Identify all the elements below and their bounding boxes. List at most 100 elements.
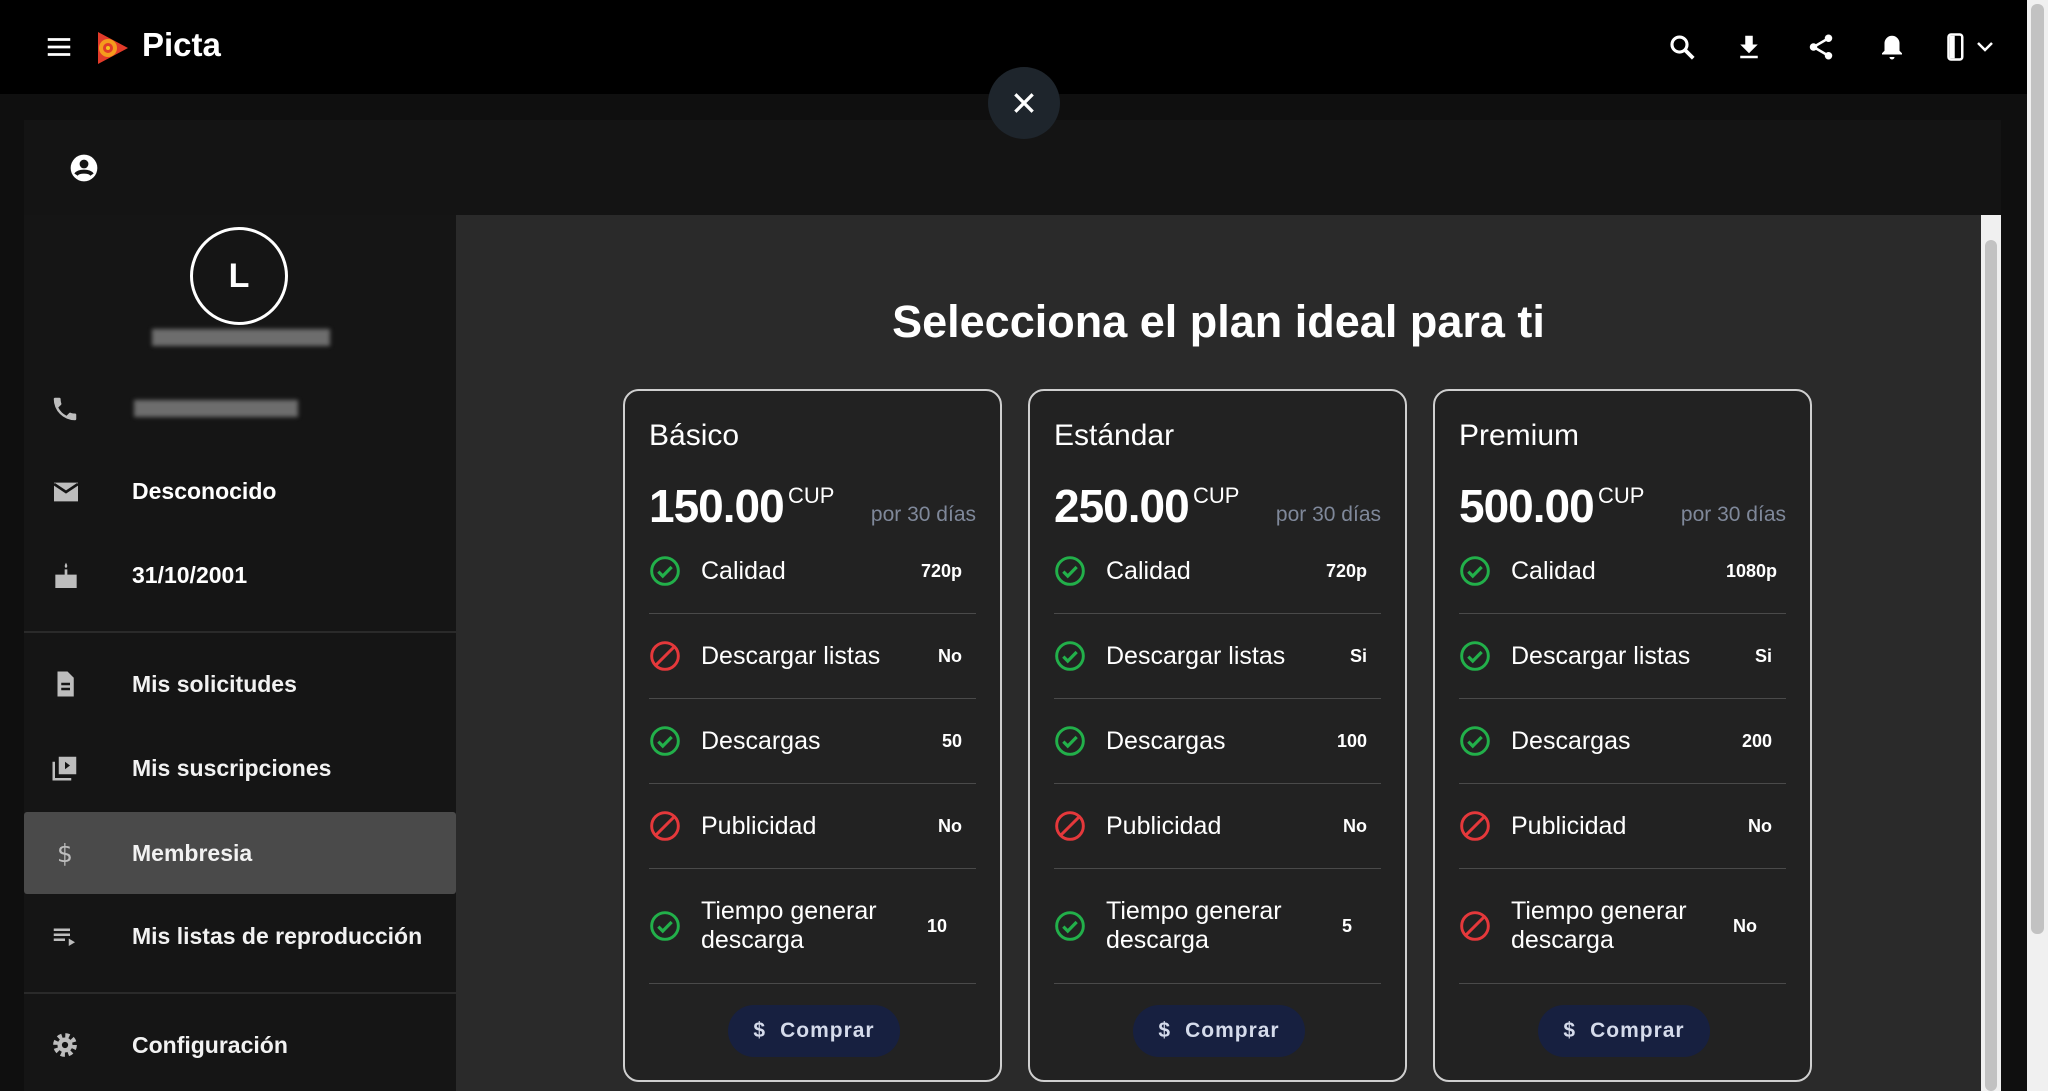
birthday-value: 31/10/2001 bbox=[132, 562, 248, 588]
feature-value: No bbox=[938, 815, 962, 836]
page-scrollbar-thumb[interactable] bbox=[2031, 4, 2044, 934]
feature-label: Tiempo generar descarga bbox=[1106, 897, 1282, 954]
feature-label: Tiempo generar descarga bbox=[1511, 897, 1687, 954]
redacted-phone bbox=[134, 400, 298, 417]
phone-icon bbox=[53, 397, 77, 421]
plan-price: 500.00 bbox=[1459, 480, 1595, 532]
feature-label: Descargar listas bbox=[701, 641, 881, 670]
search-icon[interactable] bbox=[1667, 32, 1697, 62]
close-button[interactable] bbox=[988, 67, 1060, 139]
feature-row: Tiempo generar descarga No bbox=[1459, 869, 1786, 984]
chevron-down-icon[interactable] bbox=[1976, 40, 1994, 54]
feature-label: Calidad bbox=[1511, 556, 1596, 585]
dollar-icon: $ bbox=[1158, 1019, 1172, 1042]
buy-label: Comprar bbox=[1590, 1019, 1685, 1042]
sidebar-item-label: Mis listas de reproducción bbox=[132, 922, 423, 949]
svg-text:$: $ bbox=[57, 839, 73, 868]
sidebar-item-label: Mis suscripciones bbox=[132, 754, 332, 781]
picta-logo-icon[interactable] bbox=[94, 30, 130, 66]
gear-icon bbox=[53, 1033, 77, 1057]
feature-row: Descargar listas Si bbox=[1459, 614, 1786, 699]
plan-currency: CUP bbox=[1193, 483, 1240, 508]
ban-icon bbox=[1055, 811, 1085, 841]
check-circle-icon bbox=[1055, 726, 1085, 756]
plan-period: por 30 días bbox=[870, 503, 976, 526]
ban-icon bbox=[1460, 911, 1490, 941]
feature-label: Calidad bbox=[1106, 556, 1191, 585]
sidebar-item-membresia[interactable]: $ Membresia bbox=[24, 812, 456, 894]
feature-row: Calidad 720p bbox=[649, 529, 976, 614]
panel-scrollbar-thumb[interactable] bbox=[1985, 240, 1997, 1091]
feature-value: Si bbox=[1754, 645, 1772, 666]
plan-name: Premium bbox=[1459, 419, 1580, 452]
sidebar-item-mis-solicitudes[interactable]: Mis solicitudes bbox=[24, 643, 456, 725]
device-icon[interactable] bbox=[1941, 32, 1971, 62]
feature-value: 100 bbox=[1336, 730, 1367, 751]
plan-card: Premium 500.00 CUP por 30 días Calidad 1080p D… bbox=[1433, 389, 1812, 1082]
buy-button[interactable]: $ Comprar bbox=[1538, 1005, 1710, 1057]
ban-icon bbox=[650, 811, 680, 841]
email-icon bbox=[53, 482, 79, 502]
feature-label: Publicidad bbox=[1511, 811, 1627, 840]
feature-label: Descargar listas bbox=[1106, 641, 1286, 670]
feature-row: Descargas 50 bbox=[649, 699, 976, 784]
feature-row: Publicidad No bbox=[1459, 784, 1786, 869]
page-title: Selecciona el plan ideal para ti bbox=[892, 296, 1545, 347]
sidebar-item-label: Mis solicitudes bbox=[132, 670, 297, 697]
buy-button[interactable]: $ Comprar bbox=[728, 1005, 900, 1057]
feature-label: Descargas bbox=[701, 726, 821, 755]
plan-period: por 30 días bbox=[1275, 503, 1381, 526]
plan-currency: CUP bbox=[1598, 483, 1645, 508]
feature-value: 50 bbox=[941, 730, 962, 751]
feature-label: Descargas bbox=[1511, 726, 1631, 755]
buy-button[interactable]: $ Comprar bbox=[1133, 1005, 1305, 1057]
email-value: Desconocido bbox=[132, 478, 277, 504]
feature-label: Descargar listas bbox=[1511, 641, 1691, 670]
plan-period: por 30 días bbox=[1680, 503, 1786, 526]
check-circle-icon bbox=[1055, 911, 1085, 941]
sidebar-item-label: Membresia bbox=[132, 839, 253, 866]
dollar-icon: $ bbox=[753, 1019, 767, 1042]
subscriptions-icon bbox=[52, 756, 77, 781]
download-icon[interactable] bbox=[1734, 32, 1764, 62]
plan-name: Estándar bbox=[1054, 419, 1175, 452]
share-icon[interactable] bbox=[1806, 32, 1836, 62]
sidebar-item-configuracion[interactable]: Configuración bbox=[24, 1004, 456, 1086]
profile-sidebar bbox=[24, 215, 456, 1091]
bell-icon[interactable] bbox=[1877, 32, 1907, 62]
feature-row: Publicidad No bbox=[1054, 784, 1381, 869]
check-circle-icon bbox=[1055, 641, 1085, 671]
playlist-icon bbox=[53, 928, 75, 946]
feature-value: No bbox=[1748, 815, 1772, 836]
close-icon bbox=[1014, 93, 1034, 113]
feature-row: Tiempo generar descarga 5 bbox=[1054, 869, 1381, 984]
avatar: L bbox=[190, 227, 288, 325]
ban-icon bbox=[1460, 811, 1490, 841]
buy-label: Comprar bbox=[1185, 1019, 1280, 1042]
plan-card: Básico 150.00 CUP por 30 días Calidad 720p Des… bbox=[623, 389, 1002, 1082]
plan-price: 150.00 bbox=[649, 480, 785, 532]
check-circle-icon bbox=[1055, 556, 1085, 586]
feature-row: Calidad 1080p bbox=[1459, 529, 1786, 614]
feature-label: Calidad bbox=[701, 556, 786, 585]
sidebar-item-label: Configuración bbox=[132, 1031, 288, 1058]
account-circle-icon bbox=[70, 154, 98, 182]
plan-name: Básico bbox=[649, 419, 740, 452]
redacted-username bbox=[152, 329, 330, 346]
cake-icon bbox=[55, 562, 77, 588]
feature-value: Si bbox=[1349, 645, 1367, 666]
feature-row: Descargar listas No bbox=[649, 614, 976, 699]
sidebar-item-mis-listas[interactable]: Mis listas de reproducción bbox=[24, 895, 456, 977]
check-circle-icon bbox=[650, 726, 680, 756]
feature-value: 200 bbox=[1741, 730, 1772, 751]
sidebar-item-mis-suscripciones[interactable]: Mis suscripciones bbox=[24, 727, 456, 809]
menu-icon[interactable] bbox=[44, 32, 74, 62]
app-name[interactable]: Picta bbox=[142, 26, 221, 63]
feature-label: Descargas bbox=[1106, 726, 1226, 755]
divider bbox=[24, 631, 456, 633]
check-circle-icon bbox=[1460, 556, 1490, 586]
check-circle-icon bbox=[650, 556, 680, 586]
feature-value: 720p bbox=[1325, 560, 1367, 581]
feature-value: 720p bbox=[920, 560, 962, 581]
feature-label: Tiempo generar descarga bbox=[701, 897, 877, 954]
